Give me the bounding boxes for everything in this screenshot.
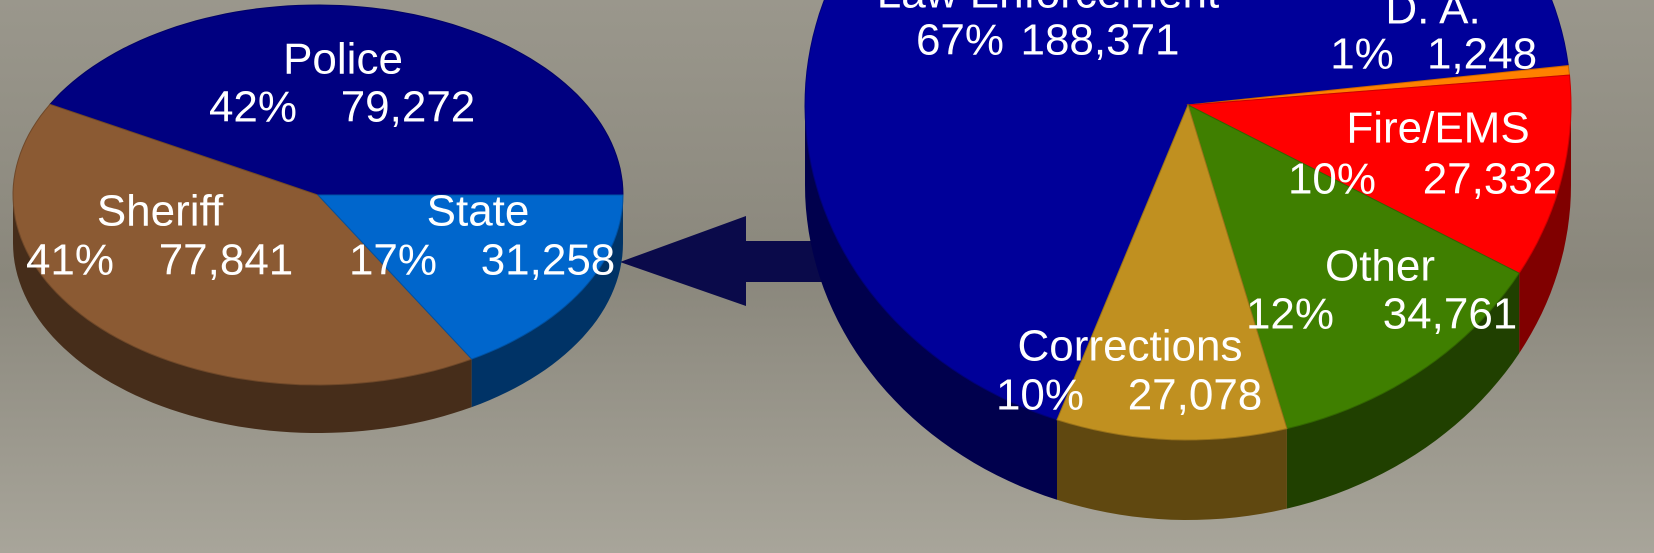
value-label: 34,761 bbox=[1383, 290, 1518, 339]
slice-label: D. A. bbox=[1385, 0, 1480, 34]
value-label: 77,841 bbox=[159, 236, 294, 285]
slice-label: State bbox=[427, 187, 530, 236]
value-label: 27,332 bbox=[1423, 155, 1558, 204]
percent-label: 67% bbox=[916, 16, 1004, 65]
slice-label: Sheriff bbox=[97, 187, 224, 236]
slice-label: Police bbox=[283, 35, 403, 84]
percent-label: 10% bbox=[996, 371, 1084, 420]
value-label: 27,078 bbox=[1128, 371, 1263, 420]
value-label: 1,248 bbox=[1427, 30, 1537, 79]
slice-label: Fire/EMS bbox=[1346, 104, 1529, 153]
percent-label: 10% bbox=[1288, 155, 1376, 204]
value-label: 188,371 bbox=[1020, 16, 1179, 65]
percent-label: 41% bbox=[26, 236, 114, 285]
slice-label: Other bbox=[1325, 242, 1435, 291]
percent-label: 17% bbox=[349, 236, 437, 285]
percent-label: 42% bbox=[209, 83, 297, 132]
value-label: 79,272 bbox=[341, 83, 476, 132]
percent-label: 12% bbox=[1246, 290, 1334, 339]
percent-label: 1% bbox=[1330, 30, 1394, 79]
slice-label: Corrections bbox=[1018, 322, 1243, 371]
value-label: 31,258 bbox=[481, 236, 616, 285]
chart: Police42% 79,272 Sheriff41% 77,841 State17% 3… bbox=[0, 0, 1654, 553]
